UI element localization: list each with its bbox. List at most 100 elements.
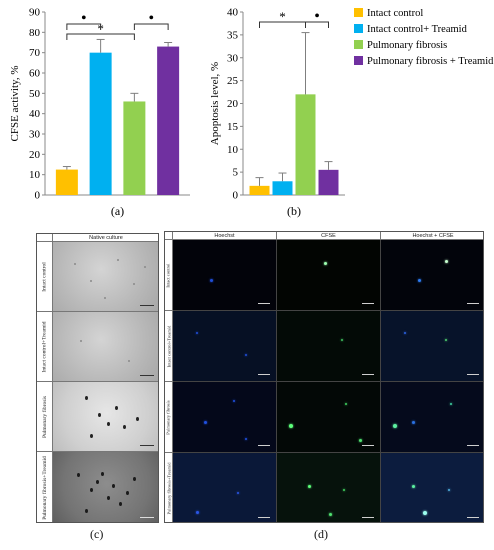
cell-spot xyxy=(307,484,311,488)
cell-speck xyxy=(115,406,119,411)
cell-speck xyxy=(111,483,115,488)
scale-bar xyxy=(467,303,479,304)
panel-label-b: (b) xyxy=(287,204,301,218)
y-tick-label: 0 xyxy=(233,190,239,202)
fluorescence-image-r4-c2 xyxy=(277,453,381,522)
cell-spot xyxy=(403,332,406,334)
y-tick-label: 0 xyxy=(35,190,41,202)
cell-speck xyxy=(106,422,110,427)
bright-field-panel: Native culture Intact control Intact con… xyxy=(36,233,159,523)
cell-speck xyxy=(122,424,126,429)
cell-spot xyxy=(418,278,422,282)
cell-speck xyxy=(95,480,99,485)
column-header-cfse: CFSE xyxy=(277,232,381,240)
significance-marker: • xyxy=(314,8,320,25)
cell-speck xyxy=(76,473,80,478)
cell-speck xyxy=(133,283,136,286)
significance-marker: • xyxy=(148,10,154,27)
significance-bracket xyxy=(305,21,329,28)
cell-spot xyxy=(324,262,328,266)
significance-bracket xyxy=(133,23,169,30)
cell-speck xyxy=(85,395,89,400)
cell-spot xyxy=(289,424,294,428)
scale-bar xyxy=(258,445,270,446)
row-label-pulmonary-fibrosis: Pulmonary fibrosis xyxy=(37,382,53,452)
panel-label-c: (c) xyxy=(90,527,104,541)
cell-speck xyxy=(106,496,110,501)
bar-0 xyxy=(55,169,78,195)
row-label-intact-control-treamid: Intact control+Treamid xyxy=(37,312,53,382)
fluorescence-image-r2-c1 xyxy=(173,311,277,382)
y-tick-label: 60 xyxy=(29,68,41,80)
scale-bar xyxy=(258,517,270,518)
cell-speck xyxy=(127,360,130,363)
y-tick-label: 35 xyxy=(227,29,239,41)
cell-spot xyxy=(203,420,207,424)
cell-spot xyxy=(445,339,448,341)
cell-spot xyxy=(445,259,449,263)
cell-spot xyxy=(449,403,452,405)
legend-swatch-0 xyxy=(354,8,363,17)
bright-field-image-pulmonary-fibrosis-treamid xyxy=(53,452,158,522)
y-tick-label: 30 xyxy=(227,52,239,64)
y-tick-label: 20 xyxy=(227,98,239,110)
fluorescence-image-r1-c1 xyxy=(173,240,277,311)
cell-speck xyxy=(143,266,146,269)
y-tick-label: 40 xyxy=(29,108,41,120)
panel-label-d: (d) xyxy=(314,527,328,541)
fluorescence-image-r1-c2 xyxy=(277,240,381,311)
y-tick-label: 70 xyxy=(29,47,41,59)
fluorescence-image-r4-c1 xyxy=(173,453,277,522)
row-label-intact-control: Intact control xyxy=(165,240,173,311)
significance-marker: * xyxy=(279,9,286,24)
y-tick-label: 40 xyxy=(227,7,239,19)
bar-3 xyxy=(157,46,180,195)
row-label-pulmonary-fibrosis: Pulmonary fibrosis xyxy=(165,382,173,453)
cell-spot xyxy=(210,278,214,282)
cell-speck xyxy=(85,508,89,513)
y-tick-label: 50 xyxy=(29,88,41,100)
significance-bracket xyxy=(66,23,102,30)
cell-speck xyxy=(119,501,123,506)
legend-label-2: Pulmonary fibrosis xyxy=(367,40,447,51)
bright-field-image-intact-control xyxy=(53,242,158,312)
column-header-hoechst-cfse: Hoechst + CFSE xyxy=(381,232,483,240)
bar-0 xyxy=(249,185,270,195)
bright-field-image-pulmonary-fibrosis xyxy=(53,382,158,452)
significance-marker: • xyxy=(81,10,87,27)
scale-bar xyxy=(362,303,374,304)
cell-speck xyxy=(125,491,129,496)
fluorescence-image-r2-c2 xyxy=(277,311,381,382)
legend-swatch-3 xyxy=(354,56,363,65)
bar-1 xyxy=(89,52,112,195)
bar-1 xyxy=(272,181,293,195)
fluorescence-image-r3-c1 xyxy=(173,382,277,453)
scale-bar xyxy=(362,517,374,518)
bar-2 xyxy=(123,101,146,195)
cell-spot xyxy=(340,339,343,341)
cell-speck xyxy=(136,416,140,421)
panel-label-a: (a) xyxy=(111,204,124,218)
corner-cell xyxy=(165,232,173,240)
cell-speck xyxy=(90,279,93,282)
y-tick-label: 25 xyxy=(227,75,239,87)
legend-label-0: Intact control xyxy=(367,8,423,19)
y-tick-label: 10 xyxy=(227,144,239,156)
y-tick-label: 15 xyxy=(227,121,239,133)
bar-3 xyxy=(318,169,339,195)
cell-speck xyxy=(74,262,77,265)
y-tick-label: 5 xyxy=(233,167,239,179)
y-tick-label: 80 xyxy=(29,27,41,39)
legend-swatch-1 xyxy=(354,24,363,33)
cell-spot xyxy=(245,354,248,357)
fluorescence-image-r1-c3 xyxy=(381,240,483,311)
fluorescence-panel: Hoechst CFSE Hoechst + CFSE Intact contr… xyxy=(164,231,484,523)
corner-cell xyxy=(37,234,53,242)
y-axis-label-0: CFSE activity, % xyxy=(9,66,21,142)
row-label-intact-control-treamid: Intact control+Treamid xyxy=(165,311,173,382)
bar-2 xyxy=(295,94,316,195)
y-tick-label: 20 xyxy=(29,149,41,161)
cell-spot xyxy=(412,484,416,488)
y-axis-label-1: Apoptosis level, % xyxy=(209,62,221,145)
row-label-pulmonary-fibrosis-treamid: Pulmonary fibrosis+Treamid xyxy=(37,452,53,522)
